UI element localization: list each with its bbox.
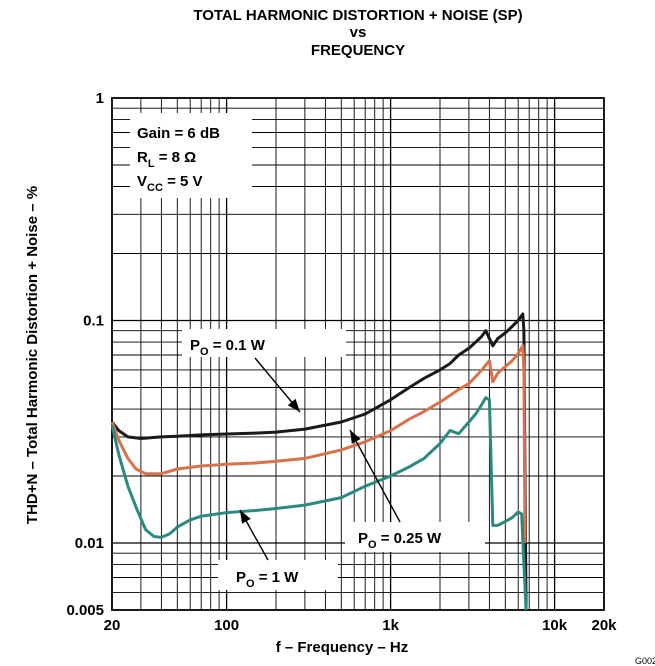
x-tick-label: 1k — [382, 617, 399, 634]
condition-line: Gain = 6 dB — [137, 125, 220, 142]
series-annotations: PO = 0.1 W PO = 0.25 W PO = 1 W — [182, 329, 485, 590]
figure-id: G002 — [635, 656, 655, 666]
y-tick-label: 0.01 — [75, 535, 104, 552]
title-line-1: TOTAL HARMONIC DISTORTION + NOISE (SP) — [193, 7, 522, 24]
series-label-background — [182, 329, 346, 357]
series-label-background — [345, 522, 485, 552]
plot-frame — [111, 97, 605, 611]
series-arrow-line — [349, 429, 401, 523]
condition-line: VCC = 5 V — [137, 173, 203, 194]
x-tick-label: 10k — [542, 617, 568, 634]
arrowhead-icon — [350, 430, 361, 444]
x-tick-label: 100 — [214, 617, 239, 634]
y-tick-label: 0.1 — [83, 313, 104, 330]
x-tick-label: 20 — [104, 617, 121, 634]
series-layer — [110, 312, 528, 611]
title-line-2: vs — [350, 24, 367, 41]
series-line-3 — [110, 396, 528, 611]
arrowhead-icon — [240, 510, 251, 524]
x-tick-label: 20k — [591, 617, 617, 634]
series-label-3: PO = 1 W — [236, 569, 299, 590]
chart-title: TOTAL HARMONIC DISTORTION + NOISE (SP) v… — [193, 7, 522, 59]
title-line-3: FREQUENCY — [311, 42, 405, 59]
arrowhead-icon — [287, 398, 300, 412]
x-axis-label: f – Frequency – Hz — [276, 639, 409, 656]
series-line-1 — [110, 312, 528, 611]
conditions-background — [130, 113, 252, 198]
series-line-2 — [110, 344, 527, 544]
conditions-box: Gain = 6 dB RL = 8 Ω VCC = 5 V — [130, 113, 252, 198]
y-tick-label: 1 — [96, 90, 104, 107]
series-label-2: PO = 0.25 W — [358, 530, 442, 551]
tick-labels: 20 100 1k 10k 20k 1 0.1 0.01 0.005 — [66, 90, 617, 634]
series-label-background — [218, 560, 338, 590]
y-axis-label: THD+N – Total Harmonic Distortion + Nois… — [24, 186, 41, 524]
series-label-1: PO = 0.1 W — [190, 337, 266, 358]
y-tick-label: 0.005 — [66, 602, 104, 619]
condition-line: RL = 8 Ω — [137, 149, 196, 170]
